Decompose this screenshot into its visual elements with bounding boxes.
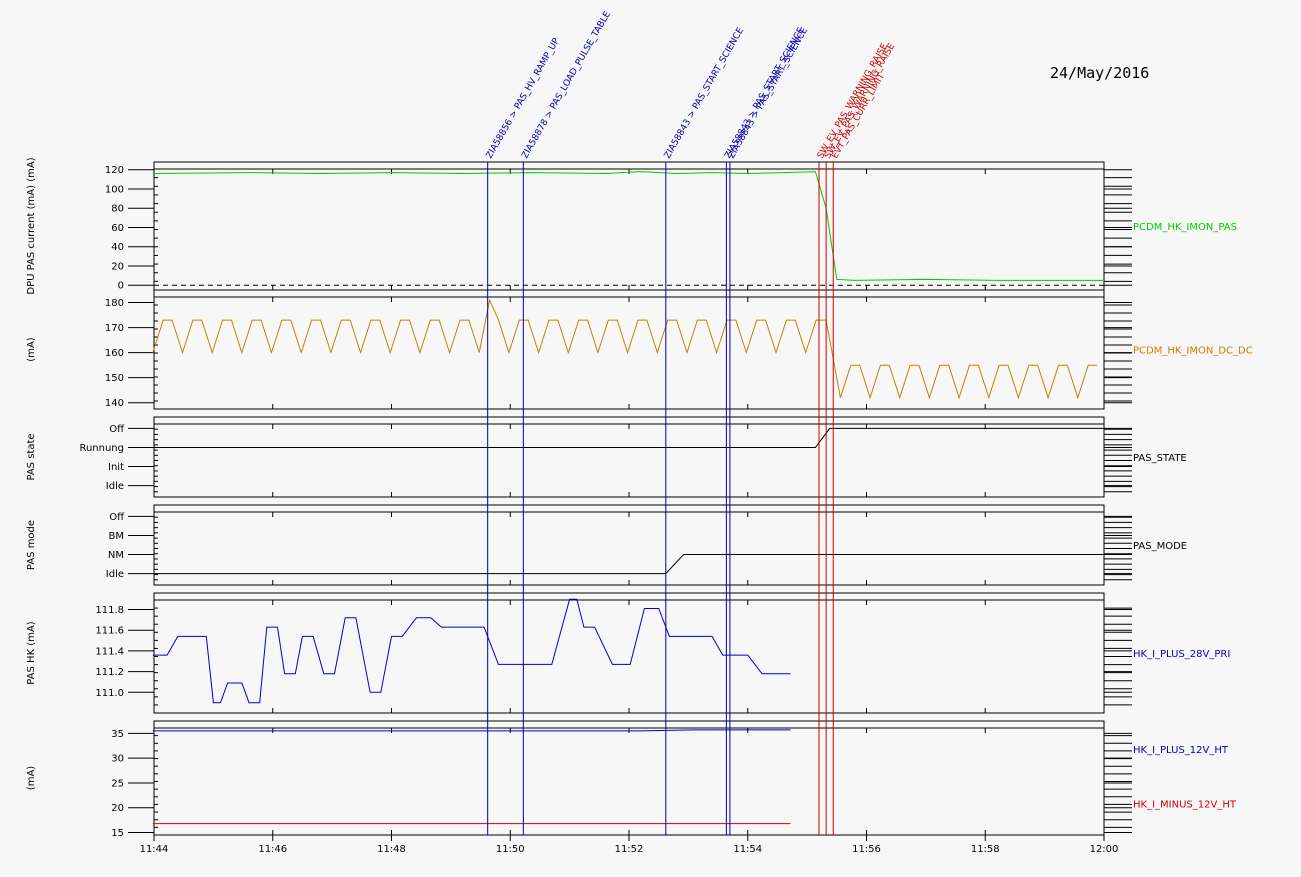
series-line-PAS_MODE — [152, 554, 1104, 575]
y-axis-label: (mA) — [26, 766, 37, 790]
y-tick-label: Off — [109, 512, 125, 523]
y-tick-label: 0 — [118, 281, 124, 292]
y-tick-label: 30 — [111, 754, 124, 765]
y-tick-label: 180 — [105, 298, 124, 309]
y-tick-label: 80 — [111, 204, 124, 215]
y-tick-label: Init — [108, 462, 124, 473]
panel-2: 140 150 160 170 180 (mA) PCDM_HK_IMON_DC_DC — [26, 289, 1253, 410]
series-label: HK_I_PLUS_28V_PRI — [1133, 649, 1230, 660]
y-tick-label: 111.6 — [95, 626, 124, 637]
x-axis: 11:44 11:46 11:48 11:50 11:52 11:54 11:56 11:58… — [140, 835, 1119, 855]
panel-4: Idle NM BM Off PAS mode PAS_MODE — [26, 504, 1187, 586]
x-tick-label: 11:58 — [971, 844, 1000, 855]
y-tick-label: 35 — [111, 729, 124, 740]
y-tick-label: 20 — [111, 803, 124, 814]
x-tick-label: 11:44 — [140, 844, 169, 855]
y-tick-label: 15 — [111, 828, 124, 839]
x-tick-label: 11:46 — [258, 844, 287, 855]
series-line-HK_I_PLUS_28V_PRI — [152, 598, 791, 704]
y-tick-label: NM — [108, 550, 124, 561]
x-tick-label: 11:54 — [733, 844, 762, 855]
series-label: HK_I_MINUS_12V_HT — [1133, 800, 1237, 811]
x-tick-label: 12:00 — [1090, 844, 1119, 855]
panel-5: 111.0 111.2 111.4 111.6 111.8 PAS HK (mA) HK_I… — [26, 592, 1230, 714]
series-line-PCDM_HK_IMON_PAS — [152, 171, 1104, 281]
y-axis-label: DPU PAS current (mA) (mA) — [26, 157, 37, 294]
y-tick-label: BM — [109, 531, 125, 542]
y-tick-label: 100 — [105, 184, 124, 195]
series-line-PCDM_HK_IMON_DC_DC — [152, 298, 1098, 400]
x-tick-label: 11:50 — [496, 844, 525, 855]
y-tick-label: Idle — [106, 569, 124, 580]
y-tick-label: 150 — [105, 373, 124, 384]
x-tick-label: 11:56 — [852, 844, 881, 855]
y-axis-label: PAS mode — [26, 520, 37, 570]
series-line-PAS_STATE — [152, 427, 1104, 448]
y-tick-label: 111.2 — [95, 667, 124, 678]
date-label: 24/May/2016 — [1050, 64, 1149, 82]
series-label: PCDM_HK_IMON_DC_DC — [1133, 346, 1253, 357]
x-tick-label: 11:48 — [377, 844, 406, 855]
y-axis-label: PAS HK (mA) — [26, 621, 37, 684]
series-label: PCDM_HK_IMON_PAS — [1133, 222, 1237, 233]
y-tick-label: 60 — [111, 223, 124, 234]
y-tick-label: 140 — [105, 398, 124, 409]
series-label: PAS_MODE — [1133, 541, 1187, 552]
y-tick-label: 170 — [105, 323, 124, 334]
y-tick-label: Off — [109, 424, 125, 435]
y-tick-label: 111.4 — [95, 646, 124, 657]
y-axis-label: PAS state — [26, 433, 37, 480]
panel-3: Idle Init Runnung Off PAS state PAS_STATE — [26, 416, 1187, 498]
y-tick-label: Runnung — [79, 443, 124, 454]
y-tick-label: Idle — [106, 481, 124, 492]
y-axis-label: (mA) — [26, 337, 37, 361]
y-tick-label: 20 — [111, 261, 124, 272]
y-tick-label: 160 — [105, 348, 124, 359]
series-label: PAS_STATE — [1133, 453, 1187, 464]
series-label: HK_I_PLUS_12V_HT — [1133, 745, 1229, 756]
y-tick-label: 120 — [105, 165, 124, 176]
y-tick-label: 25 — [111, 778, 124, 789]
y-tick-label: 40 — [111, 242, 124, 253]
x-tick-label: 11:52 — [615, 844, 644, 855]
y-tick-label: 111.0 — [95, 688, 124, 699]
y-tick-label: 111.8 — [95, 605, 124, 616]
